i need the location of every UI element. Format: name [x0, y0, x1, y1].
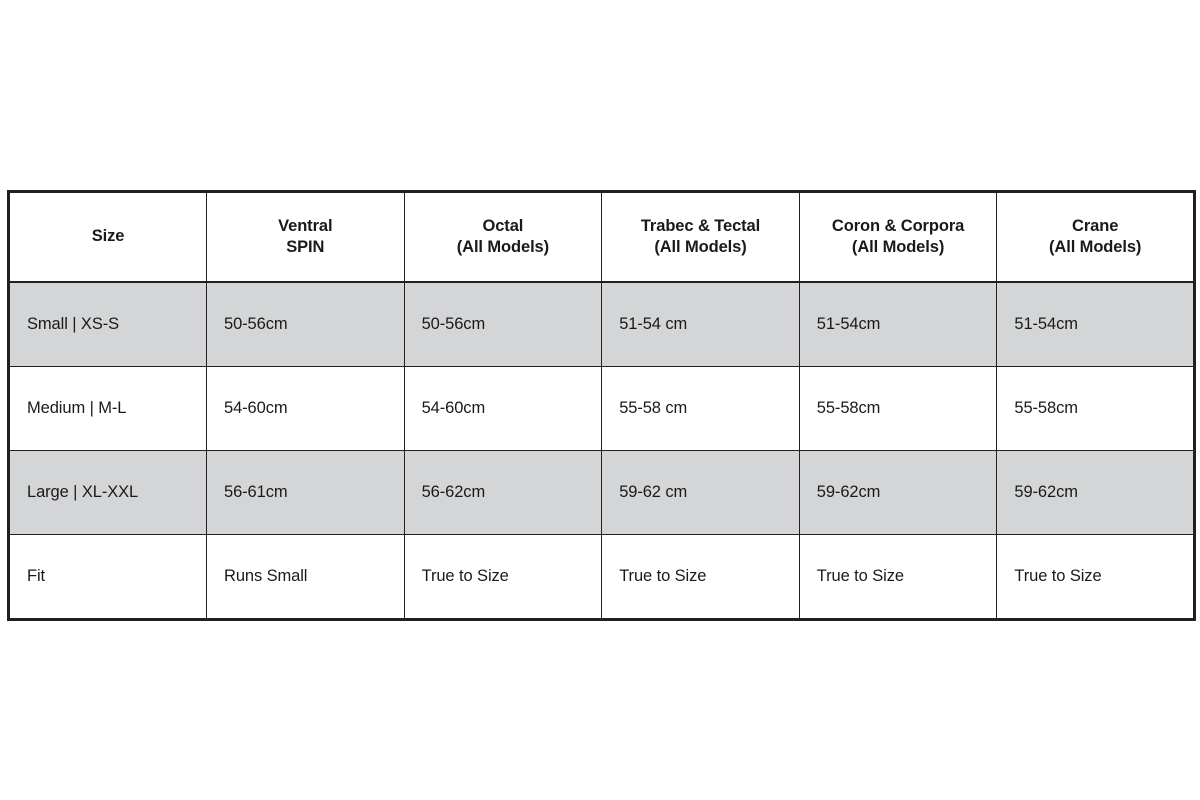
column-header-crane-line1: Crane: [1072, 216, 1119, 235]
cell-trabec-tectal-small: 51-54 cm: [601, 281, 800, 367]
cell-ventral-small: 50-56cm: [206, 281, 405, 367]
cell-ventral-medium: 54-60cm: [206, 366, 405, 451]
column-header-coron-corpora: Coron & Corpora (All Models): [798, 191, 998, 283]
column-header-trabec-tectal: Trabec & Tectal (All Models): [601, 191, 800, 283]
column-header-size-line1: Size: [91, 227, 125, 246]
table-header: Size Ventral SPIN Octal (All Models) Tra…: [8, 191, 1195, 283]
cell-crane-small: 51-54cm: [996, 281, 1195, 367]
column-header-coron-corpora-line1: Coron & Corpora: [831, 216, 965, 235]
column-header-trabec-tectal-line1: Trabec & Tectal: [640, 216, 761, 235]
cell-coron-corpora-large: 59-62cm: [798, 450, 998, 535]
cell-coron-corpora-small: 51-54cm: [798, 281, 998, 367]
column-header-octal-line2: (All Models): [456, 238, 550, 256]
column-header-octal: Octal (All Models): [403, 191, 603, 283]
table-row: Small | XS-S 50-56cm 50-56cm 51-54 cm 51…: [8, 281, 1195, 367]
cell-crane-large: 59-62cm: [996, 450, 1195, 535]
column-header-octal-line1: Octal: [482, 216, 524, 235]
cell-trabec-tectal-large: 59-62 cm: [601, 450, 800, 535]
column-header-ventral: Ventral SPIN: [206, 191, 405, 283]
cell-size-fit: Fit: [8, 534, 207, 620]
cell-trabec-tectal-medium: 55-58 cm: [601, 366, 800, 451]
cell-octal-large: 56-62cm: [403, 450, 603, 535]
column-header-coron-corpora-line2: (All Models): [851, 238, 945, 256]
column-header-ventral-line2: SPIN: [286, 238, 325, 256]
column-header-crane-line2: (All Models): [1049, 238, 1142, 256]
cell-size-medium: Medium | M-L: [8, 366, 207, 451]
cell-size-large: Large | XL-XXL: [8, 450, 207, 535]
column-header-ventral-line1: Ventral: [278, 216, 333, 235]
table-row: Fit Runs Small True to Size True to Size…: [8, 534, 1195, 620]
cell-size-small: Small | XS-S: [8, 281, 207, 367]
table-row: Large | XL-XXL 56-61cm 56-62cm 59-62 cm …: [8, 450, 1195, 535]
cell-crane-medium: 55-58cm: [996, 366, 1195, 451]
table-body: Small | XS-S 50-56cm 50-56cm 51-54 cm 51…: [8, 281, 1195, 620]
column-header-size: Size: [8, 191, 207, 283]
column-header-trabec-tectal-line2: (All Models): [654, 238, 747, 256]
cell-ventral-fit: Runs Small: [206, 534, 405, 620]
helmet-size-chart-table: Size Ventral SPIN Octal (All Models) Tra…: [7, 190, 1196, 621]
cell-octal-fit: True to Size: [403, 534, 603, 620]
table-row: Medium | M-L 54-60cm 54-60cm 55-58 cm 55…: [8, 366, 1195, 451]
column-header-crane: Crane (All Models): [996, 191, 1195, 283]
cell-coron-corpora-medium: 55-58cm: [798, 366, 998, 451]
cell-trabec-tectal-fit: True to Size: [601, 534, 800, 620]
size-chart-container: Size Ventral SPIN Octal (All Models) Tra…: [7, 190, 1196, 621]
header-row: Size Ventral SPIN Octal (All Models) Tra…: [8, 191, 1195, 283]
cell-crane-fit: True to Size: [996, 534, 1195, 620]
cell-octal-medium: 54-60cm: [403, 366, 603, 451]
cell-ventral-large: 56-61cm: [206, 450, 405, 535]
cell-coron-corpora-fit: True to Size: [798, 534, 998, 620]
cell-octal-small: 50-56cm: [403, 281, 603, 367]
